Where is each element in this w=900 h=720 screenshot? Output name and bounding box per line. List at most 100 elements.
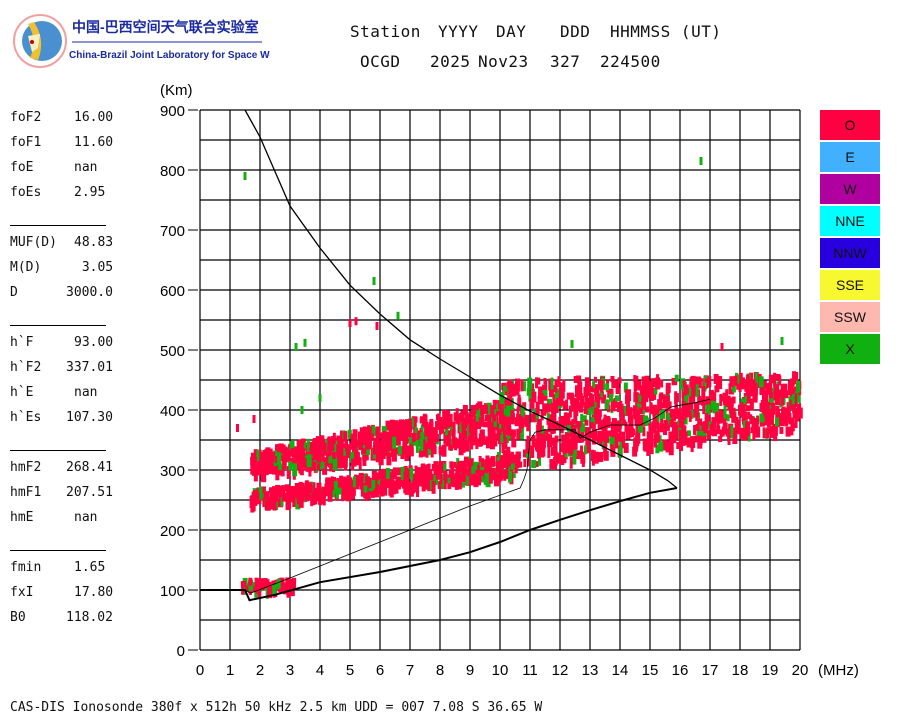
echo-o-point — [301, 492, 305, 502]
echo-x-point — [730, 425, 734, 439]
echo-x-point — [496, 456, 502, 464]
echo-o-point — [537, 377, 541, 385]
echo-o-point — [619, 409, 625, 417]
echo-o-point — [716, 418, 720, 429]
echo-o-point — [396, 467, 402, 476]
echo-o-point — [479, 469, 484, 476]
echo-o-point — [547, 433, 551, 445]
echo-x-point — [441, 473, 445, 487]
echo-o-point — [460, 410, 465, 421]
echo-o-point — [753, 392, 758, 403]
echo-o-point — [682, 379, 686, 387]
echo-x-point — [372, 425, 376, 433]
echo-o-point — [783, 414, 787, 425]
param-value: 268.41 — [66, 460, 113, 475]
echo-o-point — [770, 377, 775, 384]
echo-x-point — [300, 406, 304, 414]
echo-o-point — [505, 424, 511, 436]
echo-o-point — [590, 431, 595, 439]
echo-o-point — [380, 480, 385, 492]
echo-o-point — [419, 467, 424, 481]
echo-o-point — [504, 415, 510, 427]
echo-o-point — [560, 418, 564, 431]
echo-o-point — [503, 449, 509, 461]
echo-o-point — [759, 420, 765, 427]
echo-o-point — [316, 450, 322, 463]
echo-o-point — [760, 405, 764, 412]
echo-o-point — [382, 431, 387, 444]
echo-x-point — [791, 393, 795, 406]
echo-o-point — [516, 428, 521, 440]
echo-o-point — [370, 432, 374, 440]
echo-o-point — [490, 467, 495, 478]
echo-o-point — [702, 402, 706, 415]
echo-o-point — [358, 457, 362, 470]
echo-o-point — [711, 417, 717, 429]
echo-x-point — [580, 413, 584, 424]
echo-o-point — [540, 435, 545, 447]
echo-o-point — [690, 375, 696, 389]
echo-x-point — [443, 463, 447, 476]
echo-o-point — [381, 470, 386, 481]
echo-o-point — [633, 392, 639, 403]
echo-o-point — [686, 437, 691, 448]
echo-o-point — [752, 382, 758, 396]
echo-o-point — [659, 392, 664, 400]
echo-o-point — [374, 484, 380, 493]
echo-o-point — [491, 456, 495, 464]
echo-x-point — [385, 467, 390, 479]
echo-x-point — [347, 429, 352, 439]
echo-o-point — [417, 476, 421, 487]
echo-o-point — [767, 383, 773, 395]
echo-o-point — [403, 426, 409, 433]
header-time-value: 224500 — [600, 52, 661, 71]
echo-o-point — [729, 388, 735, 395]
echo-o-point — [579, 433, 585, 443]
param-label: hmE — [10, 510, 34, 525]
echo-x-point — [619, 441, 625, 449]
echo-o-point — [626, 406, 631, 416]
echo-o-point — [236, 424, 239, 432]
echo-o-point — [431, 480, 436, 494]
y-tick-label: 600 — [160, 283, 185, 300]
echo-o-point — [292, 448, 297, 462]
x-tick-label: 16 — [672, 662, 689, 679]
echo-x-point — [754, 372, 758, 384]
echo-o-point — [364, 487, 369, 501]
echo-x-point — [433, 475, 439, 486]
echo-o-point — [299, 445, 304, 458]
echo-o-point — [580, 395, 585, 405]
echo-x-point — [736, 375, 740, 388]
echo-o-point — [516, 407, 520, 417]
echo-o-point — [250, 452, 255, 460]
echo-o-point — [245, 585, 249, 592]
echo-o-point — [530, 445, 535, 458]
echo-o-point — [492, 414, 497, 422]
y-tick-label: 900 — [160, 103, 185, 120]
echo-o-point — [480, 404, 485, 416]
echo-o-point — [722, 428, 728, 435]
divider — [10, 325, 106, 326]
echo-o-point — [346, 484, 350, 492]
echo-o-point — [657, 399, 663, 412]
echo-o-point — [330, 460, 334, 470]
echo-o-point — [331, 451, 336, 459]
echo-o-point — [298, 481, 303, 492]
echo-o-point — [591, 453, 595, 466]
echo-o-point — [468, 476, 473, 486]
echo-o-point — [678, 429, 684, 443]
echo-o-point — [621, 440, 625, 448]
echo-o-point — [713, 373, 719, 384]
param-value: 3000.0 — [66, 285, 113, 300]
echo-o-point — [271, 451, 276, 459]
echo-x-point — [542, 389, 548, 396]
header-year-value: 2025 — [430, 52, 471, 71]
echo-x-point — [705, 404, 711, 415]
echo-o-point — [619, 413, 625, 425]
echo-o-point — [744, 379, 750, 392]
echo-o-point — [350, 433, 354, 442]
param-value: nan — [74, 160, 98, 175]
legend-item-w: W — [820, 174, 880, 204]
echo-x-point — [400, 466, 405, 480]
echo-o-point — [396, 480, 401, 490]
